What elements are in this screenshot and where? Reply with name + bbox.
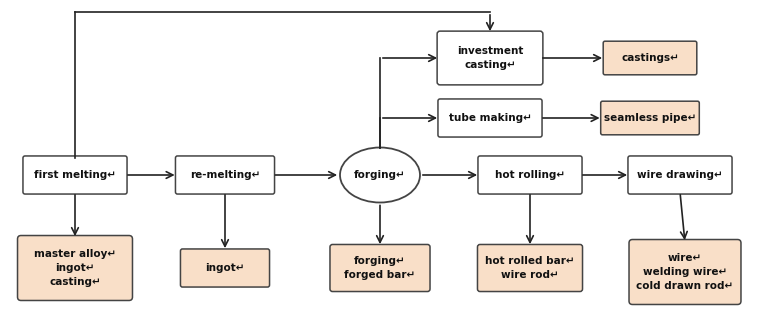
FancyBboxPatch shape: [438, 99, 542, 137]
FancyBboxPatch shape: [23, 156, 127, 194]
Text: seamless pipe↵: seamless pipe↵: [603, 113, 696, 123]
Text: investment
casting↵: investment casting↵: [457, 46, 523, 70]
FancyBboxPatch shape: [628, 156, 732, 194]
FancyBboxPatch shape: [437, 31, 543, 85]
Text: ingot↵: ingot↵: [205, 263, 245, 273]
Text: wire↵
welding wire↵
cold drawn rod↵: wire↵ welding wire↵ cold drawn rod↵: [636, 253, 733, 291]
Text: hot rolling↵: hot rolling↵: [495, 170, 565, 180]
Text: hot rolled bar↵
wire rod↵: hot rolled bar↵ wire rod↵: [485, 256, 575, 280]
Text: first melting↵: first melting↵: [34, 170, 116, 180]
Ellipse shape: [340, 148, 420, 202]
FancyBboxPatch shape: [176, 156, 274, 194]
FancyBboxPatch shape: [180, 249, 270, 287]
FancyBboxPatch shape: [330, 244, 430, 292]
Text: forging↵
forged bar↵: forging↵ forged bar↵: [344, 256, 416, 280]
FancyBboxPatch shape: [603, 41, 697, 75]
FancyBboxPatch shape: [478, 156, 582, 194]
FancyBboxPatch shape: [629, 240, 741, 305]
Text: forging↵: forging↵: [354, 170, 406, 180]
Text: wire drawing↵: wire drawing↵: [637, 170, 723, 180]
Text: master alloy↵
ingot↵
casting↵: master alloy↵ ingot↵ casting↵: [34, 249, 116, 287]
Text: re-melting↵: re-melting↵: [190, 170, 260, 180]
FancyBboxPatch shape: [600, 101, 699, 135]
FancyBboxPatch shape: [17, 236, 132, 301]
FancyBboxPatch shape: [477, 244, 582, 292]
Text: tube making↵: tube making↵: [448, 113, 531, 123]
Text: castings↵: castings↵: [621, 53, 679, 63]
